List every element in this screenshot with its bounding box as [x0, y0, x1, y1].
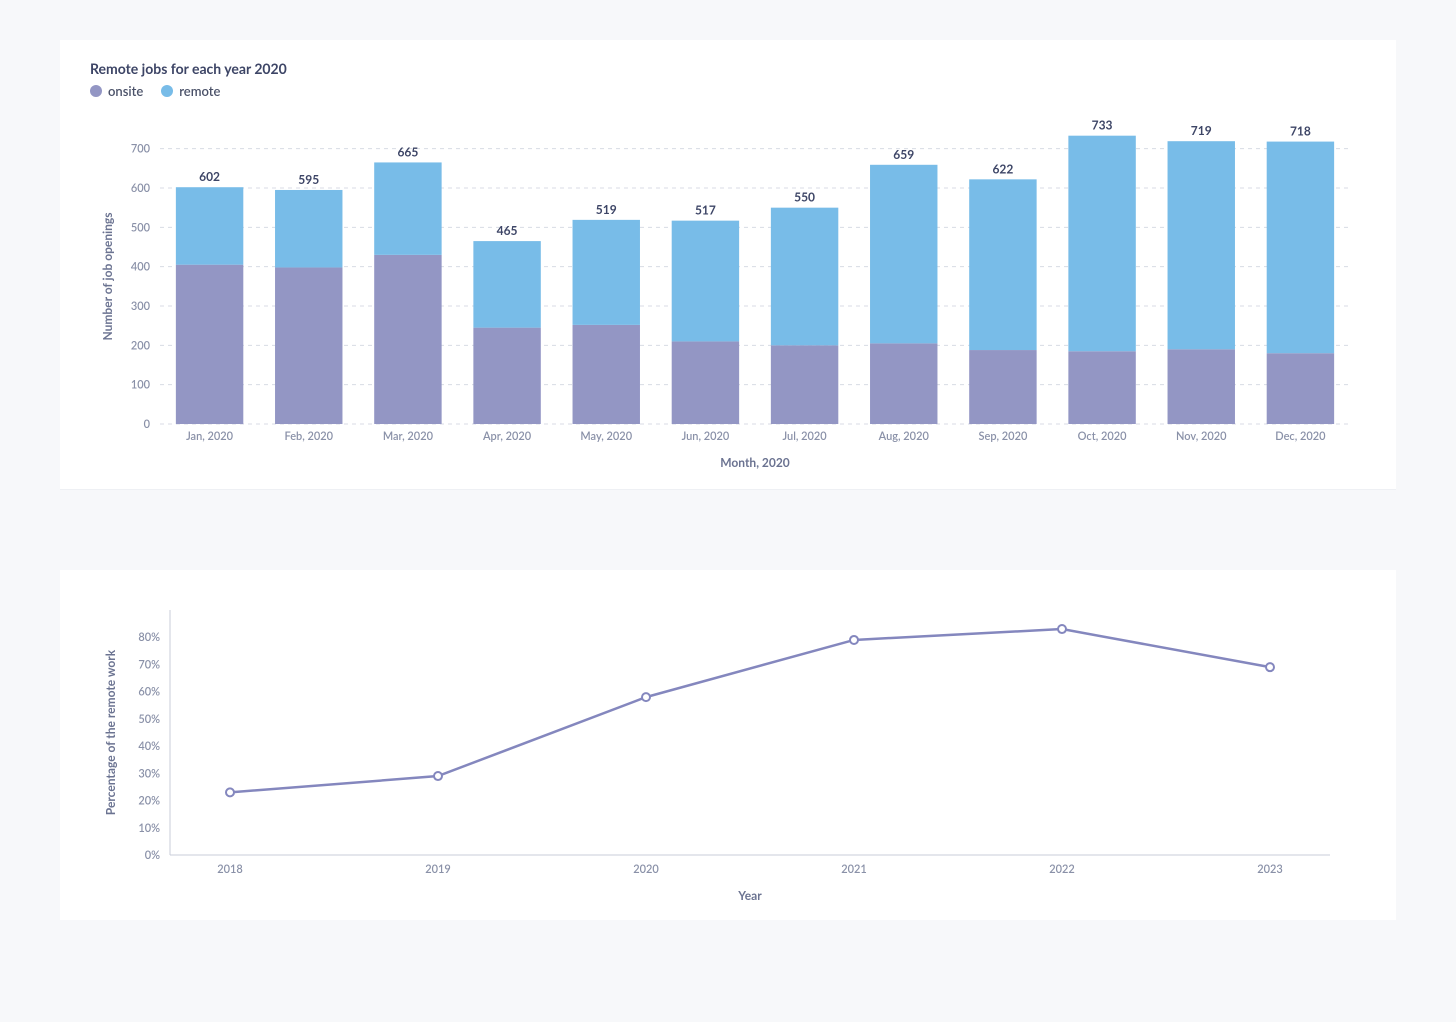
bar-x-tick: Nov, 2020 — [1176, 430, 1227, 443]
bar-chart-title: Remote jobs for each year 2020 — [90, 60, 1366, 77]
line-y-tick: 0% — [145, 849, 160, 862]
bar-chart-svg: 0 100 200 300 400 500 600 700 602 Jan, 2020 595 Feb… — [90, 109, 1370, 479]
bar-x-tick: Aug, 2020 — [878, 430, 930, 443]
bar-remote — [374, 162, 441, 254]
line-marker — [1266, 663, 1274, 671]
line-x-tick: 2021 — [841, 863, 867, 876]
bar-x-tick: May, 2020 — [580, 430, 632, 443]
legend-label-remote: remote — [179, 83, 220, 99]
bar-x-tick: Mar, 2020 — [383, 430, 434, 443]
svg-text:200: 200 — [131, 339, 151, 352]
bar-onsite — [473, 328, 540, 424]
line-x-tick: 2019 — [425, 863, 451, 876]
line-y-tick: 40% — [138, 740, 160, 753]
bar-onsite — [374, 255, 441, 424]
bar-x-tick: Feb, 2020 — [284, 430, 333, 443]
line-x-tick: 2020 — [633, 863, 659, 876]
line-marker — [434, 772, 442, 780]
bar-onsite — [870, 343, 937, 424]
line-x-tick: 2018 — [217, 863, 243, 876]
line-x-tick: 2023 — [1257, 863, 1283, 876]
line-y-tick: 70% — [138, 658, 160, 671]
line-y-tick: 10% — [138, 822, 160, 835]
bar-remote — [771, 208, 838, 346]
bar-total-label: 622 — [992, 161, 1013, 176]
bar-remote — [1068, 136, 1135, 352]
svg-text:400: 400 — [131, 261, 151, 274]
bar-remote — [573, 220, 640, 325]
bar-onsite — [176, 265, 243, 424]
line-y-axis-label: Percentage of the remote work — [103, 649, 118, 815]
bar-onsite — [1168, 349, 1235, 424]
svg-text:0: 0 — [144, 418, 151, 431]
line-marker — [226, 788, 234, 796]
bar-remote — [1168, 141, 1235, 349]
bar-onsite — [1068, 351, 1135, 424]
line-marker — [850, 636, 858, 644]
bar-onsite — [275, 267, 342, 424]
bar-onsite — [969, 350, 1036, 424]
swatch-onsite-icon — [90, 85, 102, 97]
bar-total-label: 602 — [199, 169, 220, 184]
line-y-tick: 20% — [138, 795, 160, 808]
bar-remote — [870, 165, 937, 344]
bar-remote — [672, 221, 739, 342]
bar-remote — [176, 187, 243, 264]
bar-x-tick: Oct, 2020 — [1078, 430, 1127, 443]
bar-x-tick: Apr, 2020 — [482, 430, 532, 443]
bar-total-label: 719 — [1191, 123, 1212, 138]
line-x-axis-label: Year — [737, 888, 762, 903]
bar-remote — [969, 179, 1036, 350]
line-marker — [642, 693, 650, 701]
bar-x-tick: Jul, 2020 — [782, 430, 827, 443]
line-chart-svg: 0% 10% 20% 30% 40% 50% 60% 70% 80% 2018 2019 2020 20… — [90, 590, 1370, 910]
bar-total-label: 665 — [397, 144, 418, 159]
bar-x-tick: Jan, 2020 — [186, 430, 234, 443]
line-y-tick: 60% — [138, 686, 160, 699]
bar-onsite — [672, 341, 739, 424]
bar-onsite — [771, 345, 838, 424]
svg-text:100: 100 — [131, 379, 151, 392]
svg-text:300: 300 — [131, 300, 151, 313]
bar-total-label: 659 — [893, 147, 914, 162]
bar-total-label: 550 — [794, 190, 815, 205]
line-marker — [1058, 625, 1066, 633]
bar-total-label: 733 — [1092, 118, 1113, 133]
line-y-tick: 80% — [138, 631, 160, 644]
bar-x-tick: Jun, 2020 — [682, 430, 730, 443]
swatch-remote-icon — [161, 85, 173, 97]
legend-label-onsite: onsite — [108, 83, 143, 99]
bar-total-label: 718 — [1290, 124, 1311, 139]
svg-text:600: 600 — [131, 182, 151, 195]
bar-chart-panel: Remote jobs for each year 2020 onsite re… — [60, 40, 1396, 490]
bar-x-tick: Sep, 2020 — [979, 430, 1028, 443]
bar-remote — [473, 241, 540, 328]
bar-remote — [275, 190, 342, 267]
bar-onsite — [573, 325, 640, 424]
svg-text:500: 500 — [131, 221, 151, 234]
line-y-tick: 30% — [138, 767, 160, 780]
bar-total-label: 595 — [298, 172, 319, 187]
bar-x-tick: Dec, 2020 — [1275, 430, 1326, 443]
bar-remote — [1267, 142, 1334, 354]
legend-item-onsite: onsite — [90, 83, 143, 99]
bar-total-label: 465 — [497, 223, 518, 238]
line-y-tick: 50% — [138, 713, 160, 726]
line-x-tick: 2022 — [1049, 863, 1075, 876]
svg-text:700: 700 — [131, 143, 151, 156]
line-series — [230, 629, 1270, 792]
bar-chart-legend: onsite remote — [90, 83, 1366, 99]
bar-y-axis-label: Number of job openings — [100, 212, 115, 340]
bar-total-label: 519 — [596, 202, 617, 217]
bar-total-label: 517 — [695, 203, 716, 218]
bar-x-axis-label: Month, 2020 — [720, 455, 790, 470]
bar-onsite — [1267, 353, 1334, 424]
legend-item-remote: remote — [161, 83, 220, 99]
line-chart-panel: 0% 10% 20% 30% 40% 50% 60% 70% 80% 2018 2019 2020 20… — [60, 570, 1396, 920]
